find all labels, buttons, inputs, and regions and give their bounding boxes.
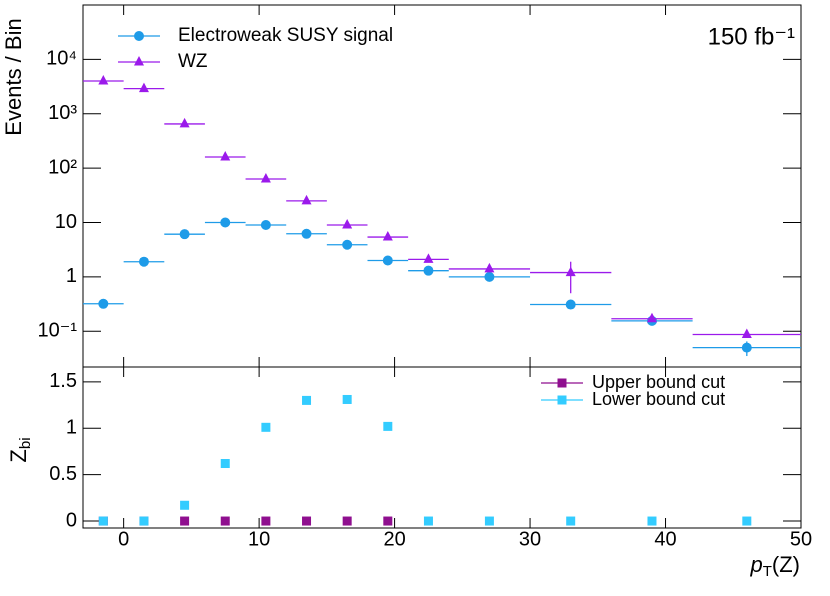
marker [179,229,190,240]
y-tick-label: 1 [66,265,77,287]
y-label-main: Z [6,449,31,462]
marker [261,422,271,432]
x-label-sub: T [763,563,772,580]
marker [423,516,433,526]
marker [484,516,494,526]
marker [382,231,393,241]
marker [383,421,393,431]
legend-marker [557,395,567,405]
marker [180,500,190,510]
x-tick-label: 50 [790,528,812,550]
top-y-label: Events / Bin [1,18,26,135]
legend-marker [557,378,567,388]
legend-label: Upper bound cut [592,372,725,392]
x-label-rest: (Z) [772,552,800,577]
marker [302,516,312,526]
marker [138,82,149,93]
marker [98,298,109,309]
y-tick-label: 10⁴ [46,48,77,70]
marker [565,266,576,277]
x-tick-label: 40 [654,528,676,550]
marker [98,516,108,526]
marker [741,328,752,339]
y-tick-label: 10 [55,211,77,233]
marker [98,75,109,85]
bottom-frame [82,366,802,529]
marker [301,228,312,239]
y-tick-label: 10³ [48,102,77,124]
legend-label: Lower bound cut [592,389,725,409]
legend-marker [134,56,144,66]
marker [180,516,190,526]
marker [647,516,657,526]
marker [179,117,190,128]
marker [742,516,752,526]
luminosity: 150 fb⁻¹ [708,23,795,50]
marker [220,151,231,161]
bottom-y-label: Zbi [6,437,34,462]
x-label-main: p [749,552,762,577]
y-tick-label: 0.5 [49,463,77,485]
marker [138,256,149,267]
y-tick-label: 1.5 [49,370,77,392]
marker [342,239,353,250]
x-label: pT(Z) [749,552,800,580]
marker [382,255,393,266]
marker [484,262,495,273]
marker [220,459,230,469]
marker [342,394,352,404]
marker [646,312,657,323]
marker [484,271,495,282]
marker [220,516,230,526]
marker [565,299,576,310]
marker [423,265,434,276]
legend-label: WZ [178,51,208,72]
marker [741,342,752,353]
marker [260,173,271,183]
marker [301,194,312,205]
marker [220,217,231,228]
y-tick-label: 10⁻¹ [38,320,78,342]
x-tick-label: 20 [383,528,405,550]
marker [302,395,312,405]
marker [139,516,149,526]
y-label-sub: bi [17,437,34,449]
y-tick-label: 10² [48,156,77,178]
marker [261,516,271,526]
marker [342,218,353,229]
x-tick-label: 0 [118,528,129,550]
marker [566,516,576,526]
x-tick-label: 10 [248,528,270,550]
legend-label: Electroweak SUSY signal [178,25,393,46]
y-tick-label: 1 [66,417,77,439]
marker [260,219,271,230]
y-tick-label: 0 [66,509,77,531]
legend-marker [134,31,144,41]
marker [342,516,352,526]
marker [423,253,434,263]
x-tick-label: 30 [519,528,541,550]
marker [383,516,393,526]
